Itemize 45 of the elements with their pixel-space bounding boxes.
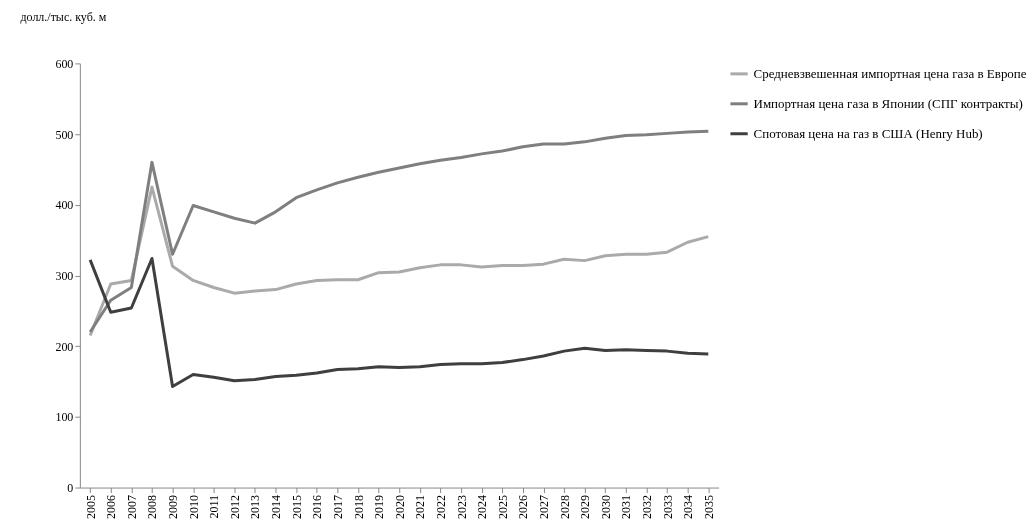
y-tick-label: 300 [55, 268, 74, 283]
x-tick-label: 2023 [454, 495, 469, 519]
y-tick-label: 600 [55, 56, 74, 71]
x-tick-label: 2028 [557, 495, 572, 519]
y-tick-label: 500 [55, 127, 74, 142]
y-axis-title: долл./тыс. куб. м [20, 9, 107, 24]
x-tick-label: 2007 [124, 495, 139, 519]
x-tick-label: 2012 [227, 495, 242, 519]
x-tick-label: 2018 [351, 495, 366, 519]
x-tick-label: 2011 [207, 495, 222, 519]
y-tick-label: 400 [55, 198, 74, 213]
x-tick-label: 2015 [289, 495, 304, 519]
x-tick-label: 2035 [701, 495, 716, 519]
x-tick-label: 2010 [186, 495, 201, 519]
x-tick-label: 2030 [598, 495, 613, 519]
x-tick-label: 2008 [145, 495, 160, 519]
x-tick-label: 2032 [639, 495, 654, 519]
y-tick-label: 200 [55, 339, 74, 354]
x-tick-label: 2013 [248, 495, 263, 519]
x-tick-label: 2017 [330, 495, 345, 519]
x-tick-label: 2022 [433, 495, 448, 519]
x-tick-label: 2021 [413, 495, 428, 519]
line-series [88, 129, 710, 334]
x-tick-label: 2006 [104, 495, 119, 519]
x-tick-label: 2025 [495, 495, 510, 519]
x-tick-label: 2031 [619, 495, 634, 519]
legend-label: Средневзвешенная импортная цена газа в Европе [753, 65, 1027, 81]
y-tick-label: 0 [67, 481, 74, 496]
x-tick-label: 2024 [475, 495, 490, 519]
x-tick-label: 2020 [392, 495, 407, 519]
x-tick-label: 2009 [166, 495, 181, 519]
x-tick-label: 2014 [269, 495, 284, 519]
y-tick-label: 100 [55, 410, 74, 425]
x-tick-label: 2029 [578, 495, 593, 519]
x-tick-label: 2027 [536, 495, 551, 519]
line-series [88, 257, 710, 388]
x-tick-label: 2019 [372, 495, 387, 519]
x-tick-label: 2016 [310, 495, 325, 519]
legend-label: Спотовая цена на газ в США (Henry Hub) [753, 125, 983, 141]
x-tick-label: 2034 [681, 495, 696, 519]
legend-label: Импортная цена газа в Японии (СПГ контракты) [753, 95, 1023, 111]
line-series [88, 185, 710, 338]
x-tick-label: 2026 [516, 495, 531, 519]
x-tick-label: 2033 [660, 495, 675, 519]
x-tick-label: 2005 [83, 495, 98, 519]
